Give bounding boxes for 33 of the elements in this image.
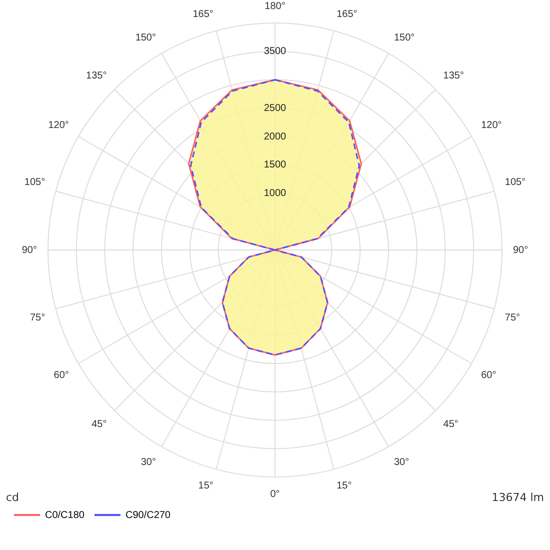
spoke-label: 120° (481, 120, 502, 131)
spoke-label: 105° (504, 177, 526, 188)
spoke-label: 105° (24, 177, 46, 188)
spoke-label: 75° (30, 312, 46, 324)
spoke-label: 90° (513, 244, 528, 256)
spoke-label: 165° (192, 8, 214, 20)
spoke-label: 75° (504, 312, 520, 324)
y-tick-label: 2000 (264, 131, 287, 142)
spoke-label: 60° (54, 370, 69, 381)
spoke-label: 15° (198, 480, 214, 492)
spoke-label: 150° (135, 32, 156, 44)
spoke-label: 0° (270, 488, 280, 500)
spoke-label: 135° (86, 70, 107, 82)
y-tick-label: 2500 (264, 102, 287, 114)
spoke-label: 135° (443, 70, 464, 82)
text: cd (6, 490, 20, 504)
legend-label: C90/C270 (125, 510, 171, 521)
spoke-label: 120° (48, 120, 69, 131)
spoke-label: 60° (481, 370, 496, 381)
spoke-label: 150° (394, 32, 415, 44)
spoke-label: 30° (394, 456, 410, 468)
spoke-label: 180° (264, 0, 286, 12)
spoke-label: 30° (140, 456, 156, 468)
y-tick-label: 1500 (264, 160, 287, 171)
y-tick-label: 3500 (264, 46, 287, 58)
legend-label: C0/C180 (45, 510, 85, 521)
y-tick-label: 1000 (264, 188, 287, 199)
spoke-label: 45° (443, 419, 458, 430)
spoke-label: 90° (22, 244, 37, 256)
spoke-label: 165° (336, 8, 358, 20)
spoke-label: 45° (92, 419, 107, 430)
text: 13674 lm (492, 490, 544, 504)
spoke-label: 15° (336, 480, 352, 492)
